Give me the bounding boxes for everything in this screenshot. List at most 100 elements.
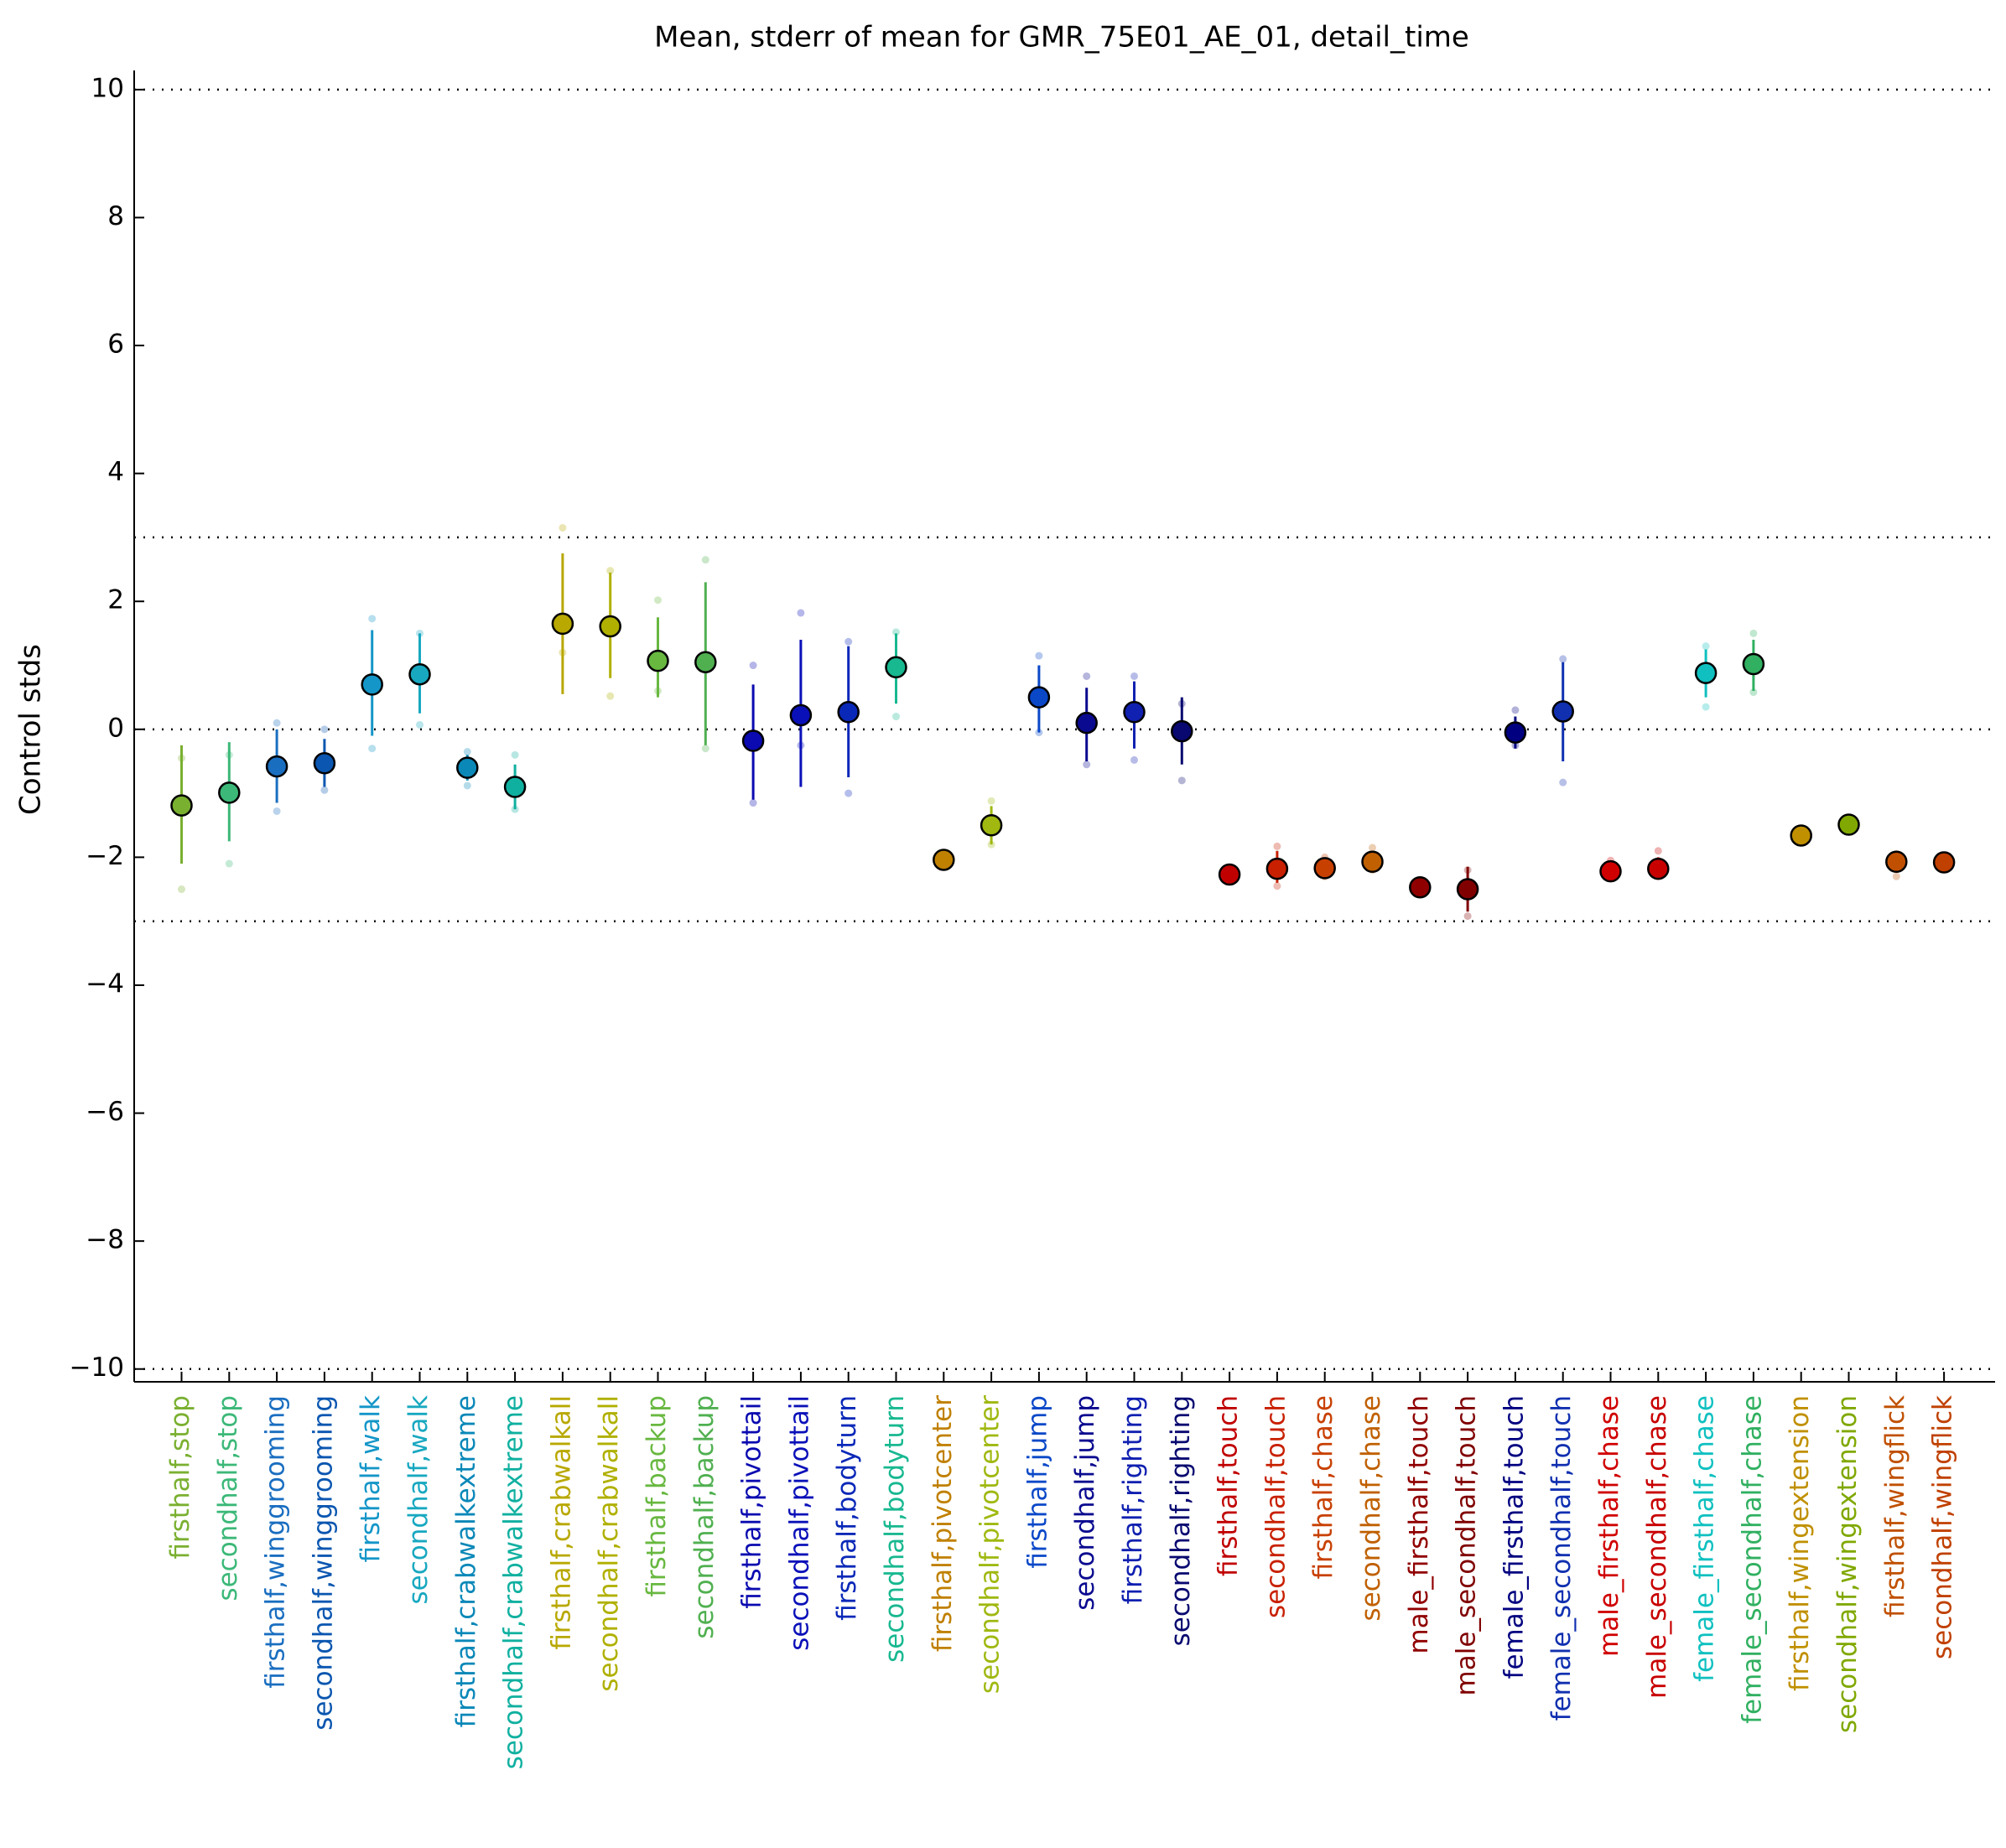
- y-tick-label: 6: [107, 330, 124, 360]
- x-tick-label: female_firsthalf,chase: [1690, 1395, 1720, 1682]
- spread-dot: [368, 745, 377, 753]
- mean-marker: [1218, 863, 1241, 886]
- spread-dot: [844, 789, 853, 797]
- x-tick-label: secondhalf,wingextension: [1832, 1395, 1863, 1733]
- mean-marker: [741, 729, 765, 752]
- spread-dot: [606, 692, 615, 700]
- spread-dot: [749, 662, 757, 670]
- mean-marker: [1694, 662, 1718, 684]
- spread-dot: [511, 750, 519, 759]
- spread-dot: [320, 725, 329, 734]
- spread-dot: [178, 885, 185, 894]
- spread-dot: [416, 720, 424, 729]
- x-tick-label: male_firsthalf,touch: [1404, 1395, 1434, 1653]
- y-tick-label: −2: [86, 841, 124, 871]
- y-tick-label: 10: [91, 73, 124, 103]
- chart-title: Mean, stderr of mean for GMR_75E01_AE_01…: [654, 21, 1469, 55]
- mean-marker: [1265, 857, 1289, 880]
- spread-dot: [1035, 651, 1043, 660]
- mean-marker: [170, 794, 193, 817]
- spread-dot: [463, 748, 471, 756]
- spread-dot: [1702, 703, 1710, 711]
- x-tick-label: firsthalf,crabwalkextreme: [451, 1395, 481, 1727]
- mean-marker: [1504, 721, 1527, 744]
- spread-dot: [1749, 629, 1758, 637]
- x-tick-label: firsthalf,jump: [1022, 1395, 1052, 1569]
- x-tick-label: firsthalf,crabwalkall: [546, 1395, 576, 1650]
- x-tick-label: firsthalf,chase: [1308, 1395, 1338, 1580]
- y-tick-label: 0: [107, 713, 124, 743]
- mean-marker: [885, 656, 907, 679]
- x-tick-label: female_secondhalf,touch: [1546, 1395, 1577, 1721]
- mean-marker: [456, 756, 479, 779]
- mean-marker: [980, 814, 1003, 837]
- mean-marker: [1361, 850, 1384, 873]
- y-tick-label: −4: [86, 968, 124, 999]
- spread-dot: [1559, 655, 1567, 663]
- spread-dot: [1892, 872, 1900, 880]
- spread-dot: [1273, 882, 1281, 890]
- spread-dot: [225, 859, 233, 868]
- x-tick-label: firsthalf,touch: [1213, 1395, 1244, 1576]
- spread-dot: [368, 615, 377, 623]
- x-tick-label: male_secondhalf,chase: [1642, 1395, 1672, 1699]
- mean-marker: [1742, 652, 1765, 676]
- spread-dot: [749, 799, 757, 807]
- mean-marker: [1551, 700, 1574, 723]
- x-tick-label: female_secondhalf,chase: [1737, 1395, 1767, 1724]
- spread-dot: [1511, 706, 1520, 714]
- spread-dot: [701, 745, 709, 753]
- x-tick-label: firsthalf,stop: [165, 1395, 195, 1560]
- spread-dot: [1559, 778, 1567, 786]
- spread-dot: [1130, 755, 1138, 764]
- spread-dot: [1083, 672, 1091, 680]
- spread-dot: [1083, 760, 1091, 769]
- mean-marker: [837, 700, 860, 724]
- x-tick-label: firsthalf,wingflick: [1880, 1395, 1910, 1617]
- mean-marker: [551, 612, 574, 636]
- mean-marker: [1313, 857, 1336, 880]
- mean-marker: [218, 781, 241, 804]
- spread-dot: [844, 637, 853, 646]
- mean-marker: [1409, 876, 1432, 899]
- spread-dot: [987, 797, 995, 805]
- x-tick-label: secondhalf,stop: [213, 1395, 243, 1601]
- x-tick-label: secondhalf,crabwalkall: [594, 1395, 624, 1692]
- x-tick-label: secondhalf,jump: [1070, 1395, 1100, 1611]
- spread-dot: [1177, 776, 1186, 785]
- x-tick-label: secondhalf,chase: [1356, 1395, 1386, 1622]
- y-axis-label: Control stds: [14, 644, 48, 815]
- spread-dot: [559, 523, 567, 532]
- x-tick-label: firsthalf,backup: [642, 1395, 672, 1597]
- spread-dot: [1654, 847, 1662, 855]
- y-tick-label: −10: [70, 1352, 124, 1383]
- x-tick-label: firsthalf,walk: [356, 1395, 386, 1563]
- mean-marker: [1075, 711, 1098, 735]
- mean-marker: [933, 849, 955, 871]
- x-tick-label: secondhalf,touch: [1260, 1395, 1291, 1618]
- x-tick-label: secondhalf,crabwalkextreme: [499, 1395, 529, 1769]
- mean-marker: [1837, 813, 1860, 836]
- x-tick-label: secondhalf,backup: [689, 1395, 720, 1639]
- x-tick-label: secondhalf,wingflick: [1928, 1395, 1958, 1659]
- x-tick-label: firsthalf,winggrooming: [261, 1395, 291, 1689]
- x-tick-label: secondhalf,bodyturn: [880, 1395, 910, 1663]
- spread-dot: [892, 628, 900, 636]
- mean-marker: [1171, 719, 1193, 743]
- mean-marker: [1027, 686, 1051, 709]
- spread-dot: [606, 567, 615, 575]
- y-tick-label: 2: [107, 585, 124, 615]
- x-tick-label: firsthalf,pivottail: [737, 1395, 767, 1609]
- y-tick-label: −6: [86, 1097, 124, 1127]
- spread-dot: [320, 786, 329, 794]
- mean-marker: [1790, 824, 1812, 847]
- x-tick-label: secondhalf,pivottail: [784, 1395, 814, 1651]
- mean-marker: [503, 776, 527, 798]
- mean-marker: [1599, 859, 1622, 883]
- mean-marker: [1123, 700, 1146, 724]
- mean-marker: [313, 751, 336, 775]
- mean-marker: [1647, 857, 1670, 880]
- y-tick-label: 8: [107, 201, 124, 231]
- mean-marker: [647, 649, 669, 672]
